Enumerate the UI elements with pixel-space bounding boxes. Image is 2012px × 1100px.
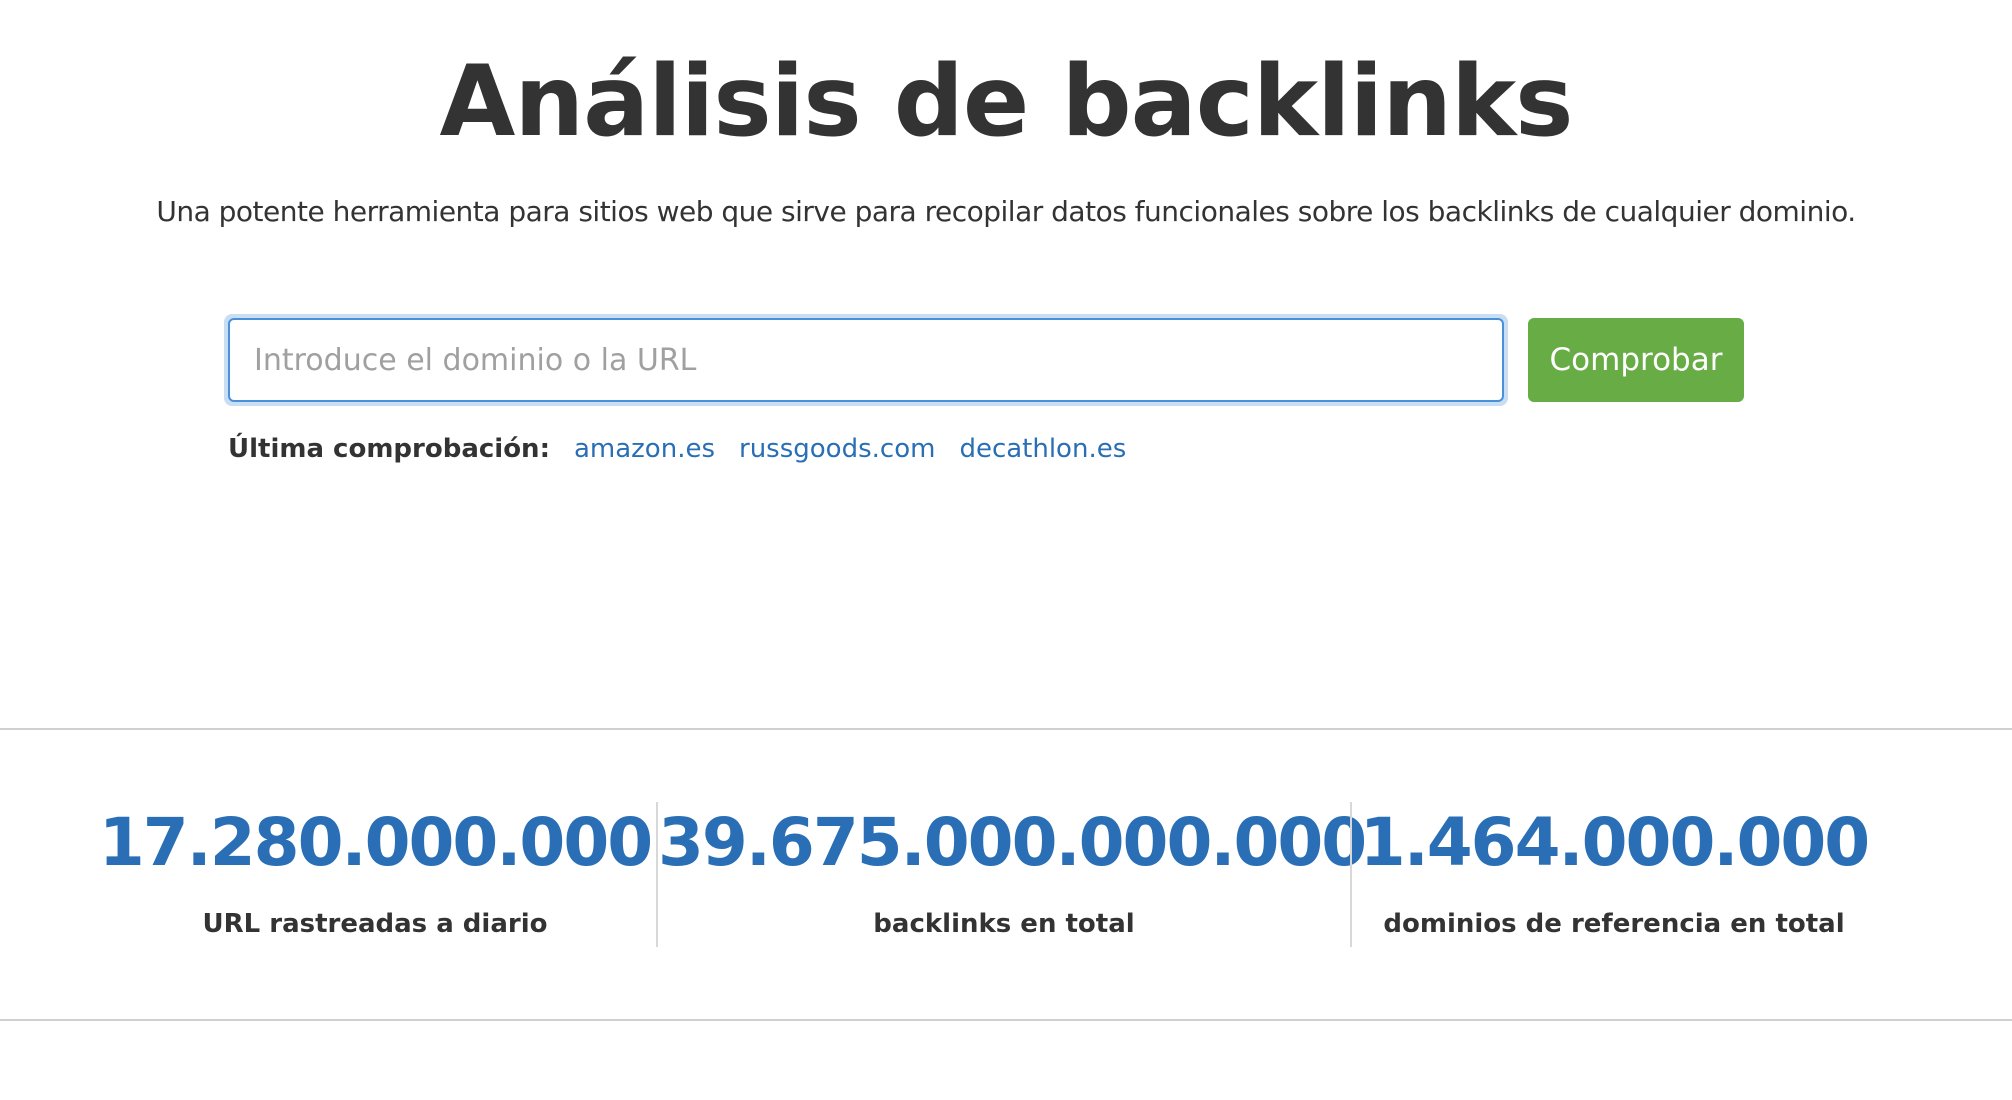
stat-label: backlinks en total bbox=[873, 909, 1135, 939]
page-title: Análisis de backlinks bbox=[439, 45, 1573, 159]
top-divider bbox=[0, 728, 2012, 730]
stat-label: dominios de referencia en total bbox=[1383, 909, 1845, 939]
last-check-link-decathlon[interactable]: decathlon.es bbox=[959, 434, 1127, 464]
bottom-divider bbox=[0, 1019, 2012, 1021]
stat-value: 17.280.000.000 bbox=[98, 804, 653, 881]
check-button[interactable]: Comprobar bbox=[1528, 318, 1744, 402]
search-field-focus-ring bbox=[224, 314, 1508, 406]
stat-total-backlinks: 39.675.000.000.000 backlinks en total bbox=[658, 800, 1367, 950]
stat-value: 1.464.000.000 bbox=[1359, 804, 1870, 881]
stat-divider bbox=[656, 802, 658, 947]
page-subtitle: Una potente herramienta para sitios web … bbox=[156, 195, 1856, 228]
stat-referring-domains: 1.464.000.000 dominios de referencia en … bbox=[1352, 800, 1876, 950]
last-check-row: Última comprobación: amazon.es russgoods… bbox=[228, 434, 1126, 464]
stat-divider bbox=[1350, 802, 1352, 947]
stat-label: URL rastreadas a diario bbox=[202, 909, 548, 939]
last-check-label: Última comprobación: bbox=[228, 434, 550, 464]
last-check-link-russgoods[interactable]: russgoods.com bbox=[739, 434, 936, 464]
last-check-link-amazon[interactable]: amazon.es bbox=[573, 434, 716, 464]
stat-urls-crawled: 17.280.000.000 URL rastreadas a diario bbox=[60, 800, 690, 950]
stat-value: 39.675.000.000.000 bbox=[658, 804, 1367, 881]
domain-search-input[interactable] bbox=[228, 318, 1504, 402]
